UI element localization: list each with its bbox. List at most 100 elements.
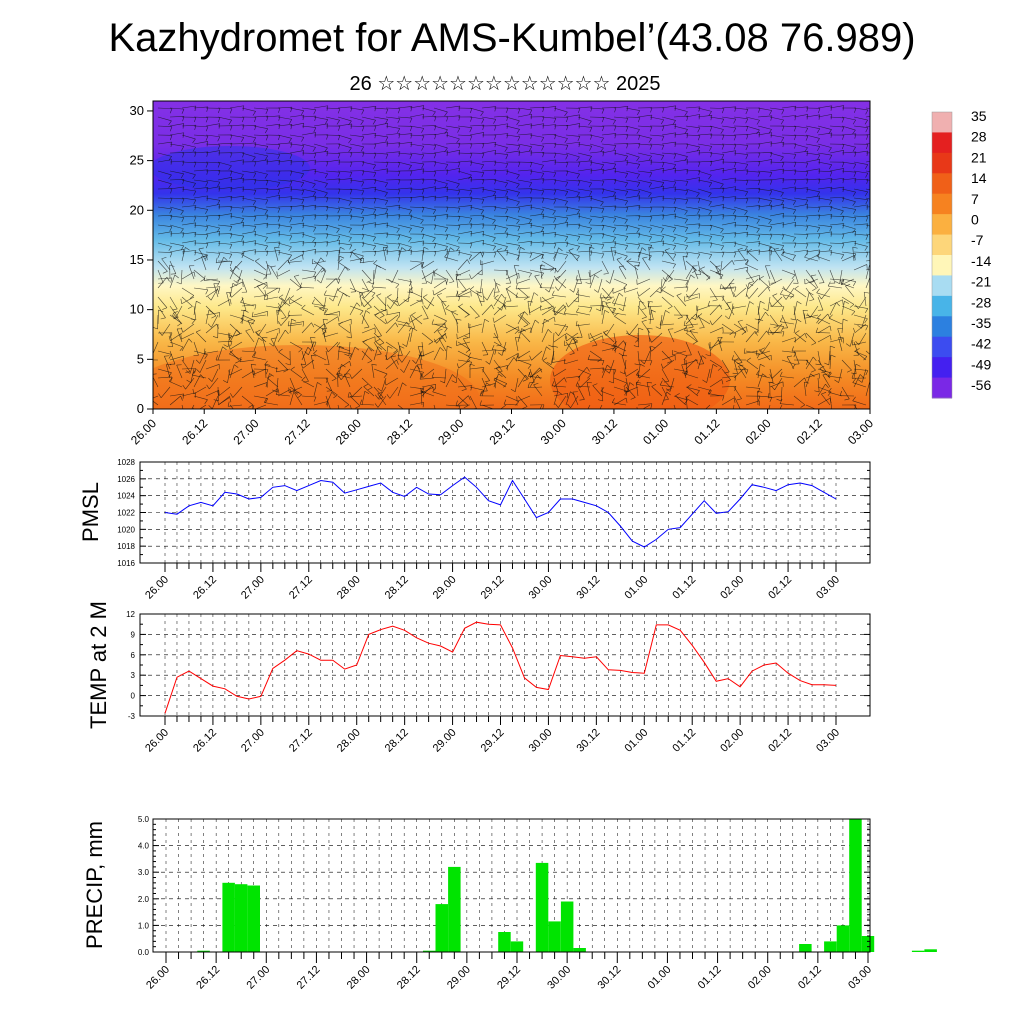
wind-barb [757,301,761,316]
wind-barb [637,206,652,208]
wind-barb [661,224,676,229]
wind-barb-feather [421,128,425,133]
wind-barb-feather [187,306,193,310]
wind-barb-feather [878,110,880,114]
wind-barb-feather [205,162,209,168]
wind-barb-feather [313,109,317,115]
wind-barb [320,269,327,284]
wind-barb-feather [528,273,532,278]
wind-barb-feather [396,316,400,321]
wind-barb [558,323,567,336]
wind-barb [541,142,556,145]
wind-barb-feather [456,236,460,242]
wind-barb [601,195,616,199]
wind-barb-feather [805,162,809,168]
wind-barb [553,197,568,202]
wind-barb [613,215,628,220]
wind-barb-feather [766,330,770,336]
wind-barb [493,379,507,388]
wind-barb [838,337,843,352]
wind-barb-feather [590,168,593,174]
wind-barb-feather [254,142,257,148]
wind-barb [445,142,460,145]
wind-barb [745,241,760,244]
wind-barb-feather [302,205,305,211]
wind-barb-feather [409,154,413,159]
wind-barb-feather [864,246,868,251]
wind-barb [853,204,868,208]
wind-barb [793,204,808,208]
y-tick-label: 6 [131,651,136,660]
wind-barb-feather [829,200,833,205]
wind-barb [481,179,497,181]
wind-barb [397,323,412,328]
wind-barb-feather [243,309,249,313]
wind-barb-feather [505,191,509,196]
wind-barb-feather [423,305,428,310]
wind-barb [277,224,292,228]
wind-barb-feather [254,161,257,167]
wind-barb [684,330,699,334]
wind-barb [709,152,724,155]
wind-barb-feather [553,316,556,322]
wind-barb [205,305,217,317]
wind-barb [637,247,643,262]
wind-barb-feather [642,256,648,259]
wind-barb [313,323,325,334]
wind-barb-feather [586,367,590,372]
wind-barb-feather [240,314,245,320]
wind-barb [685,206,700,210]
wind-barb [372,286,387,289]
wind-barb [377,393,387,406]
wind-barb-feather [532,414,536,418]
wind-barb [829,302,837,316]
wind-barb [697,386,712,391]
wind-barb-feather [614,168,617,174]
wind-barb-feather [341,364,346,368]
wind-barb [781,186,796,190]
wind-barb-feather [722,134,725,140]
wind-barb-feather [516,201,520,207]
precip-frame [152,818,871,953]
wind-barb-feather [422,234,425,239]
wind-barb-feather [759,276,764,280]
wind-barb-feather [446,187,449,193]
wind-barb-feather [731,260,735,266]
wind-barb [589,168,604,172]
wind-barb-feather [289,295,294,300]
wind-barb [793,215,808,218]
wind-barb-feather [278,124,281,130]
wind-barb [361,161,376,166]
wind-barb-feather [446,196,449,202]
precip-bar [535,862,549,952]
wind-barb [481,149,496,154]
wind-barb-feather [289,119,293,124]
wind-barb [301,380,315,388]
wind-barb [493,123,508,127]
wind-barb-feather [578,162,581,167]
wind-barb-feather [373,209,377,214]
wind-barb-feather [269,342,274,347]
wind-barb-feather [277,388,280,394]
wind-barb [557,260,567,273]
wind-barb [733,107,748,110]
wind-barb [169,393,184,397]
wind-barb-feather [517,236,521,241]
wind-barb-feather [790,318,796,321]
wind-barb [481,304,492,316]
wind-barb [865,188,870,191]
wind-barb-feather [515,355,518,361]
wind-barb-feather [818,114,821,120]
y-tick-label: 20 [130,202,144,217]
wind-barb [786,356,795,370]
wind-barb [349,346,356,361]
wind-barb-feather [830,187,833,193]
wind-barb [759,278,771,289]
wind-barb-feather [530,169,533,175]
wind-barb [469,197,484,200]
wind-barb [349,233,364,236]
wind-barb [349,107,364,111]
y-tick-label: 0 [131,692,136,701]
wind-barb-feather [794,242,797,248]
wind-barb [648,305,663,308]
